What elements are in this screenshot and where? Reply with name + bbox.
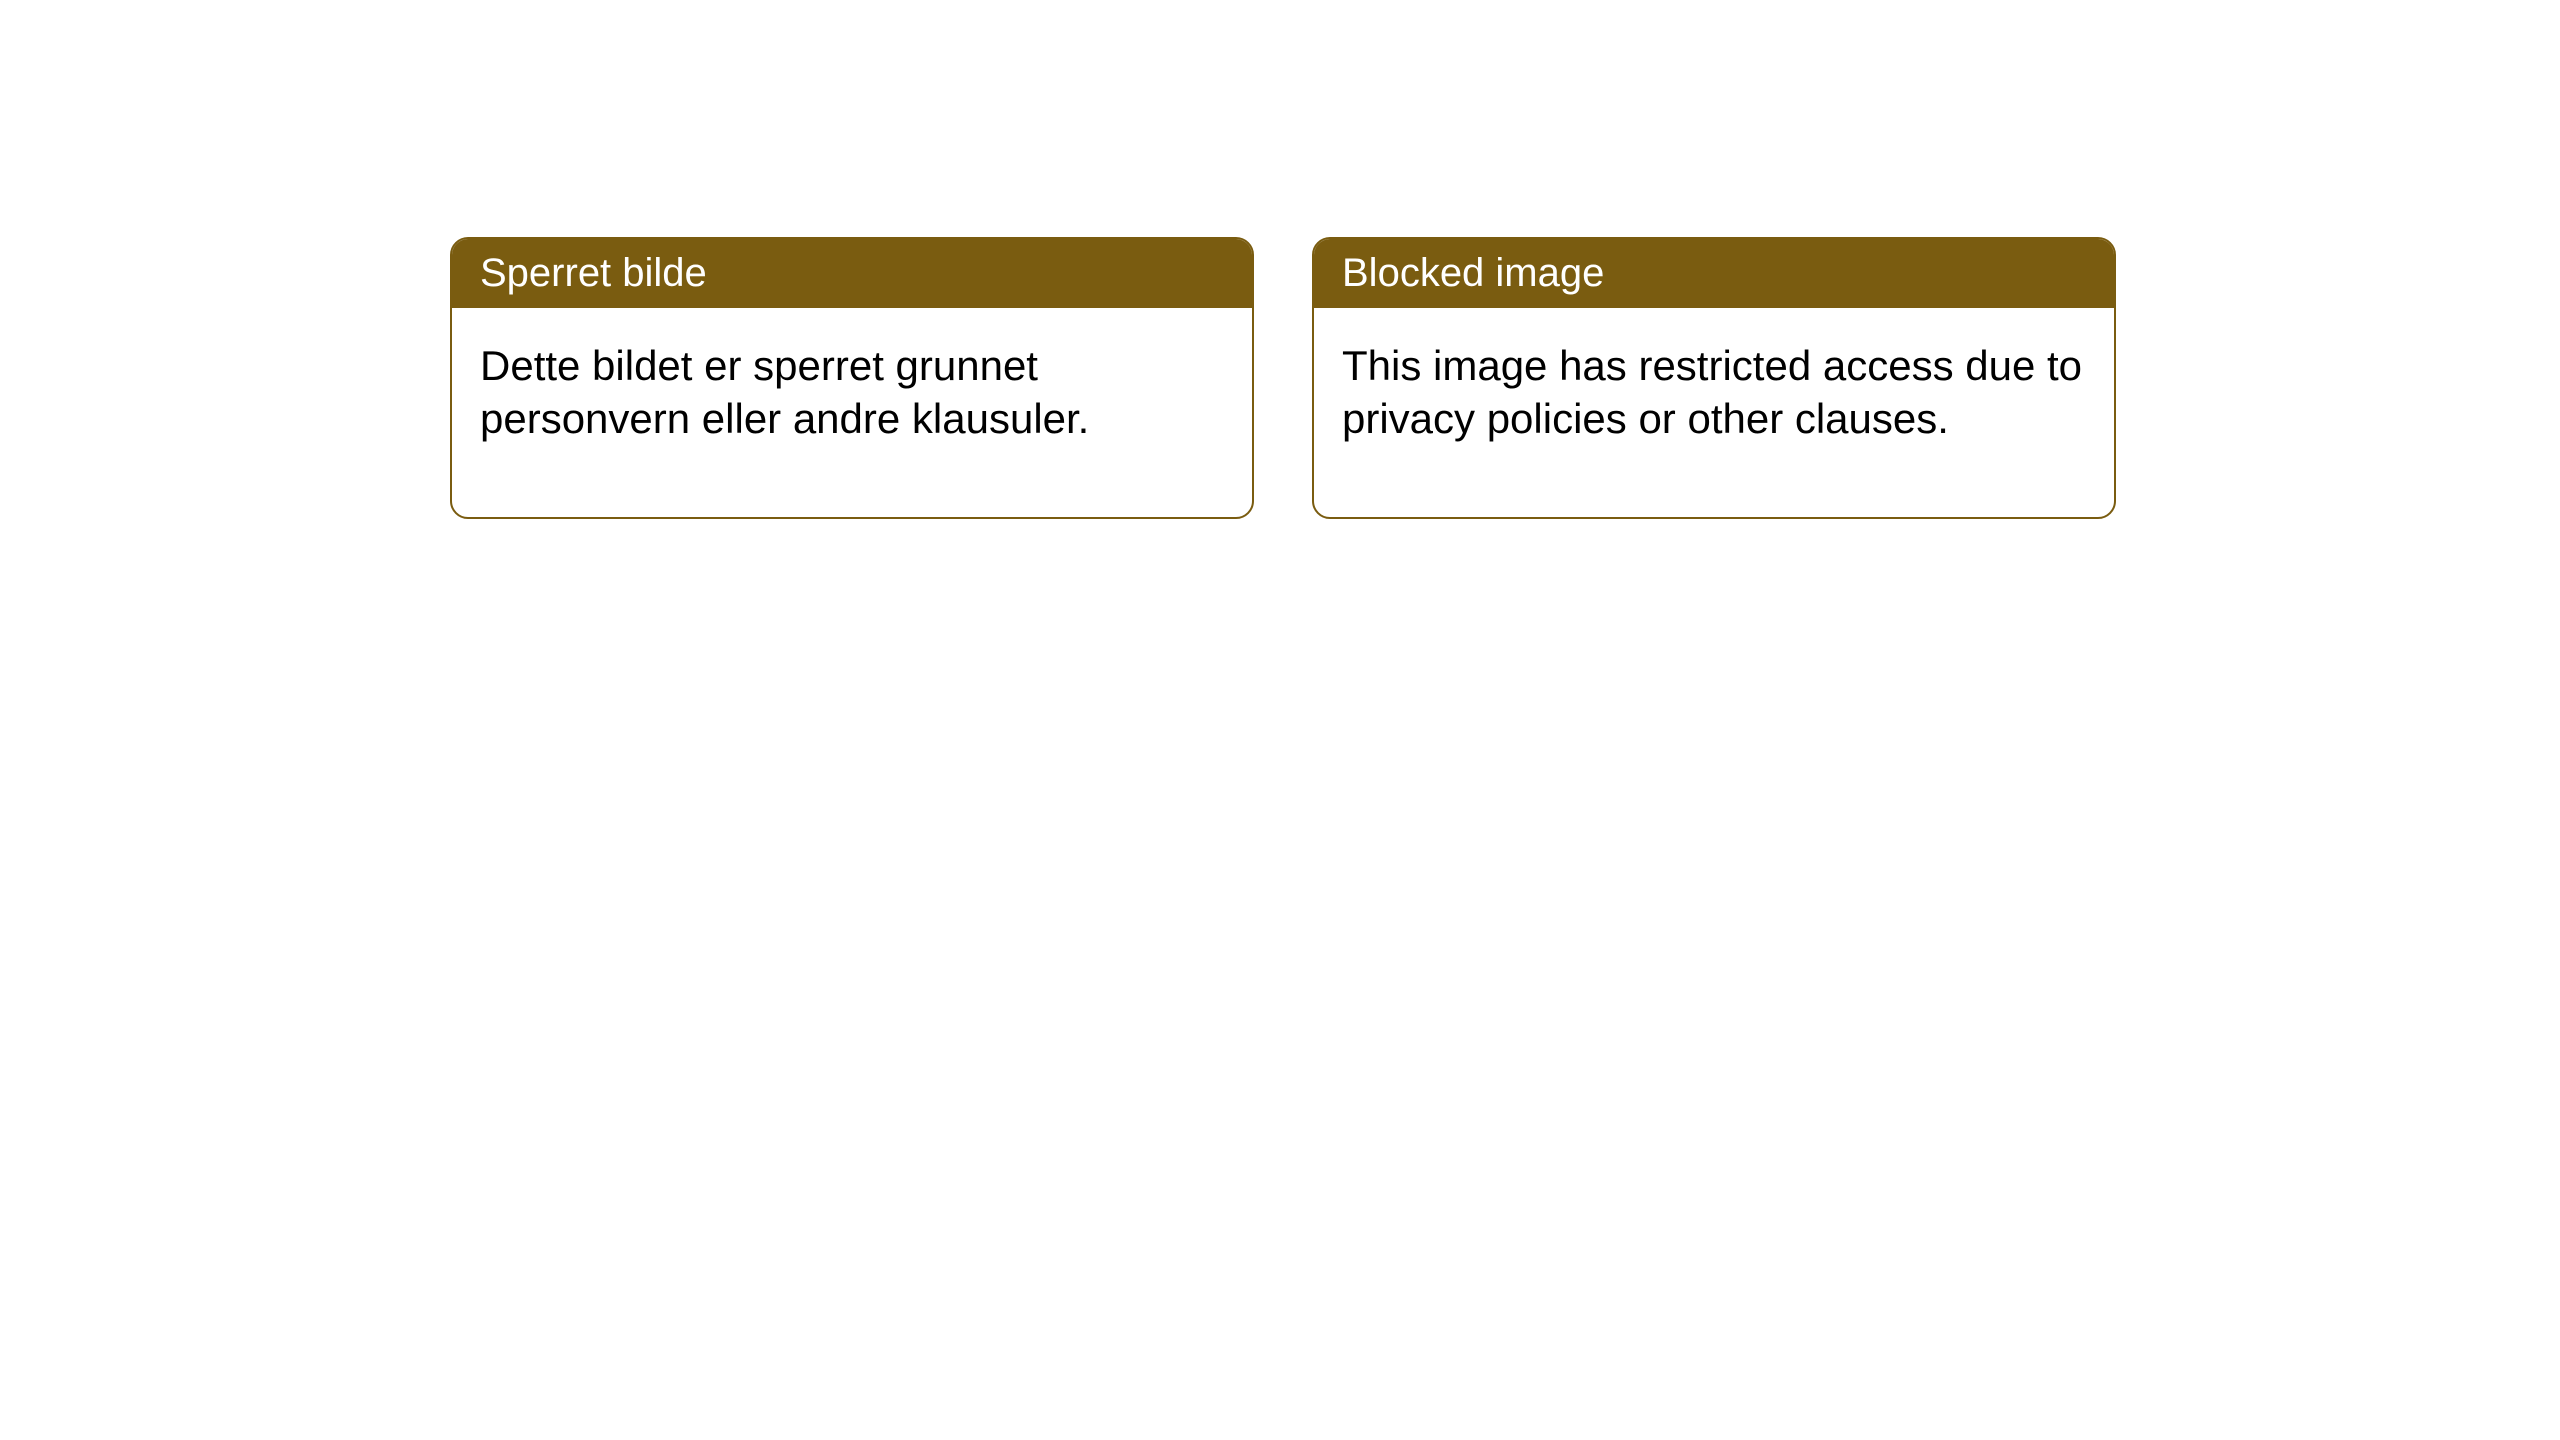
blocked-image-card-no: Sperret bilde Dette bildet er sperret gr… (450, 237, 1254, 519)
card-header-en: Blocked image (1314, 239, 2114, 308)
notice-container: Sperret bilde Dette bildet er sperret gr… (0, 0, 2560, 519)
card-body-no: Dette bildet er sperret grunnet personve… (452, 308, 1252, 517)
blocked-image-card-en: Blocked image This image has restricted … (1312, 237, 2116, 519)
card-body-en: This image has restricted access due to … (1314, 308, 2114, 517)
card-header-no: Sperret bilde (452, 239, 1252, 308)
